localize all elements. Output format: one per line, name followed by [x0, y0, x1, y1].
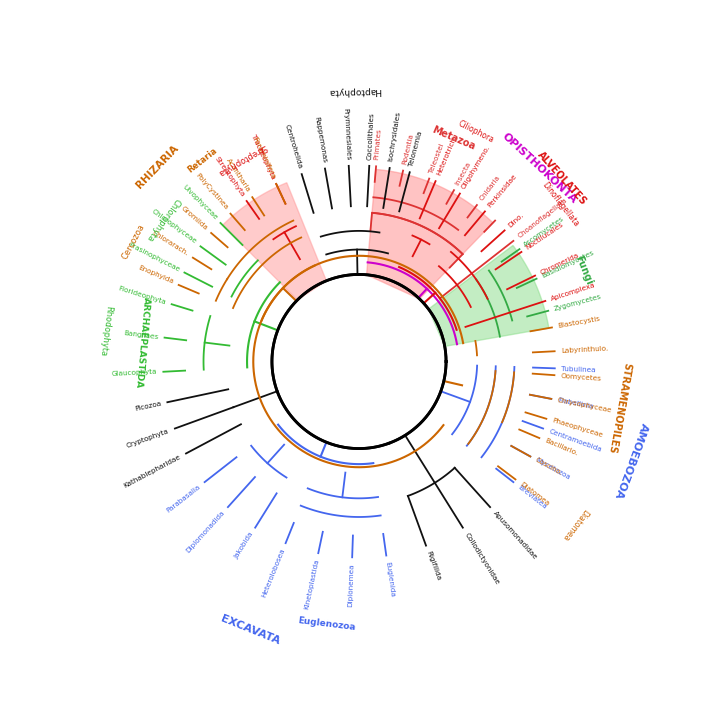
Text: Zygomycetes: Zygomycetes	[554, 294, 602, 312]
Text: Chrysophyceae: Chrysophyceae	[557, 397, 612, 414]
Text: Flabellinia: Flabellinia	[557, 397, 594, 410]
Text: ALVEOLATES: ALVEOLATES	[536, 150, 589, 207]
Text: Noctilucales: Noctilucales	[525, 221, 565, 251]
Text: Dino.: Dino.	[507, 212, 525, 228]
Text: Florideophyta: Florideophyta	[117, 285, 167, 305]
Text: Choanoflagellata: Choanoflagellata	[516, 197, 568, 239]
Text: Dinoflagellata: Dinoflagellata	[540, 181, 580, 228]
Text: Mycetozoa: Mycetozoa	[534, 457, 571, 481]
Text: Diatomea: Diatomea	[518, 481, 550, 507]
Text: Breviatea: Breviatea	[516, 484, 548, 510]
Text: AMOEBOZOA: AMOEBOZOA	[612, 421, 649, 500]
Text: Chlorophyceae: Chlorophyceae	[150, 209, 197, 245]
Text: Tubulinea: Tubulinea	[561, 366, 596, 373]
Text: Cnidaria: Cnidaria	[478, 174, 501, 202]
Text: Apusomonadidae: Apusomonadidae	[492, 510, 538, 560]
Text: Perkinsidae: Perkinsidae	[487, 173, 518, 209]
Text: Metazoa: Metazoa	[431, 124, 477, 152]
Text: Acantharia: Acantharia	[225, 158, 251, 194]
Text: Diplomonadida: Diplomonadida	[185, 510, 226, 555]
Polygon shape	[223, 183, 327, 300]
Text: Centramoebida: Centramoebida	[548, 428, 602, 453]
Text: Heterotrich.: Heterotrich.	[435, 134, 457, 176]
Text: RHIZARIA: RHIZARIA	[134, 143, 181, 191]
Text: Centrohelida: Centrohelida	[284, 123, 303, 169]
Text: Oligohymeno.: Oligohymeno.	[460, 144, 491, 190]
Polygon shape	[429, 246, 549, 346]
Text: Haptophyta: Haptophyta	[327, 86, 381, 96]
Text: Blastocystis: Blastocystis	[558, 316, 601, 330]
Text: ARCHAEPLASTIDA: ARCHAEPLASTIDA	[134, 296, 151, 388]
Text: STRAMENOPILES: STRAMENOPILES	[607, 362, 633, 453]
Text: Chlorophyta: Chlorophyta	[144, 195, 182, 242]
Text: Ciliophora: Ciliophora	[457, 119, 495, 145]
Text: Labyrinthulo.: Labyrinthulo.	[561, 346, 608, 354]
Text: Phaeophyceae: Phaeophyceae	[551, 418, 604, 439]
Text: EXCAVATA: EXCAVATA	[220, 613, 281, 646]
Text: Oomycetes: Oomycetes	[561, 372, 602, 382]
Text: Collodictyonidae: Collodictyonidae	[464, 531, 500, 586]
Text: Prasinophyceae: Prasinophyceae	[127, 241, 180, 273]
Text: Isochrysidales: Isochrysidales	[388, 111, 401, 163]
Text: Enophyida: Enophyida	[137, 265, 174, 286]
Text: Parabasalia: Parabasalia	[165, 484, 202, 514]
Text: Insecta: Insecta	[454, 161, 472, 186]
Text: Tracheophyta: Tracheophyta	[251, 133, 276, 179]
Text: Fungi: Fungi	[574, 254, 595, 287]
Text: Coscino.: Coscino.	[534, 457, 564, 476]
Text: Cercozoa: Cercozoa	[121, 223, 147, 261]
Text: Jakobida: Jakobida	[233, 531, 254, 560]
Text: Bacillario.: Bacillario.	[544, 437, 579, 457]
Text: Chromerida: Chromerida	[539, 252, 580, 275]
Text: Ulvophyceae: Ulvophyceae	[181, 184, 218, 221]
Text: Rhodophyta: Rhodophyta	[98, 304, 113, 356]
Text: Gromiida: Gromiida	[180, 205, 208, 231]
Text: Heterolobosea: Heterolobosea	[261, 548, 286, 599]
Text: OPISTHOKONTA: OPISTHOKONTA	[500, 131, 579, 205]
Text: Ascomycetes: Ascomycetes	[523, 215, 566, 248]
Text: Diplonemea: Diplonemea	[348, 563, 355, 607]
Text: Rigifilida: Rigifilida	[425, 550, 442, 582]
Text: Picozoa: Picozoa	[134, 401, 162, 412]
Text: Streptophyta: Streptophyta	[213, 155, 246, 197]
Text: Kathablepharidae: Kathablepharidae	[123, 454, 182, 489]
Text: Coccolithales: Coccolithales	[367, 112, 375, 160]
Text: Apicomplexa: Apicomplexa	[550, 282, 597, 302]
Text: Chlorarach.: Chlorarach.	[151, 230, 189, 257]
Text: Rodentia: Rodentia	[401, 133, 414, 166]
Text: Euglenida: Euglenida	[384, 561, 395, 598]
Text: Bangilaes: Bangilaes	[123, 330, 159, 340]
Text: Primates: Primates	[373, 128, 383, 161]
Text: Glaucophyta: Glaucophyta	[111, 369, 157, 377]
Text: Euglenozoa: Euglenozoa	[297, 616, 356, 632]
Text: Rappemonas: Rappemonas	[313, 116, 327, 163]
Text: PolyCystinea: PolyCystinea	[194, 172, 228, 211]
Text: Streptophyta: Streptophyta	[216, 142, 269, 177]
Text: Retaria: Retaria	[185, 146, 218, 175]
Text: Foraminifera: Foraminifera	[251, 136, 276, 179]
Text: Prymnnesiales: Prymnnesiales	[342, 107, 351, 160]
Text: Telonemia: Telonemia	[409, 130, 424, 167]
Text: Diatomea: Diatomea	[560, 507, 590, 542]
Text: Teleostei: Teleostei	[429, 142, 446, 174]
Text: Basidiomycetes: Basidiomycetes	[541, 249, 595, 279]
Text: Cryptophyta: Cryptophyta	[126, 428, 170, 449]
Polygon shape	[367, 169, 493, 299]
Text: Kinetoplastida: Kinetoplastida	[303, 559, 320, 610]
